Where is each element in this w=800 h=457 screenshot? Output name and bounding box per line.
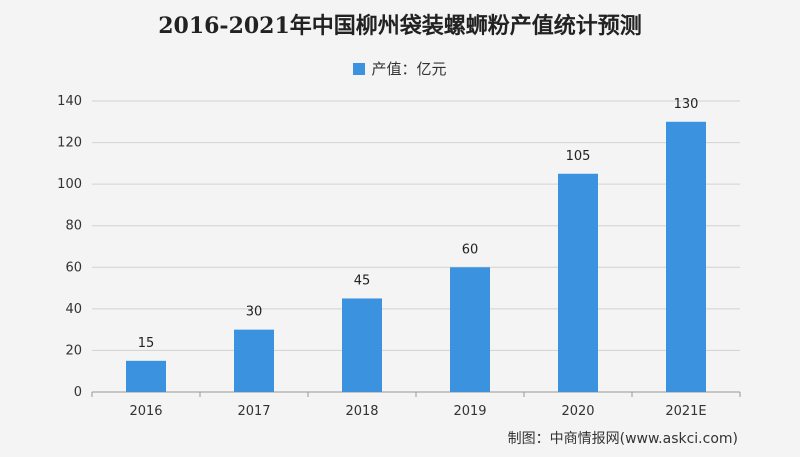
y-tick-label: 80 (65, 219, 82, 234)
bar (342, 298, 382, 392)
data-label: 130 (674, 97, 699, 112)
bar (126, 360, 166, 392)
y-tick-label: 40 (65, 302, 82, 317)
data-label: 45 (354, 273, 371, 288)
y-tick-label: 100 (57, 177, 82, 192)
x-tick-label: 2018 (345, 404, 378, 419)
labels: 15 30 45 60 105 130 (138, 97, 699, 351)
bar (666, 121, 706, 393)
x-tick-label: 2017 (237, 404, 270, 419)
gridlines (92, 100, 740, 351)
data-label: 105 (566, 149, 591, 164)
data-label: 30 (246, 305, 263, 320)
data-label: 15 (138, 336, 155, 351)
x-tick-label: 2019 (453, 404, 486, 419)
y-tick-label: 140 (57, 94, 82, 109)
legend-swatch (353, 62, 366, 75)
y-tick-label: 120 (57, 136, 82, 151)
x-tick-label: 2016 (129, 404, 162, 419)
source-note: 制图：中商情报网(www.askci.com) (507, 431, 738, 447)
bar (450, 267, 490, 392)
chart-title: 2016-2021年中国柳州袋装螺蛳粉产值统计预测 (158, 13, 642, 39)
y-tick-label: 60 (65, 260, 82, 275)
x-tick-label: 2021E (665, 404, 706, 419)
x-tick-label: 2020 (561, 404, 594, 419)
bars (126, 121, 706, 393)
y-tick-label: 0 (74, 385, 82, 400)
legend-label: 产值：亿元 (371, 60, 447, 78)
y-tick-label: 20 (65, 343, 82, 358)
bar (558, 173, 598, 392)
legend: 产值：亿元 (0, 58, 800, 79)
data-label: 60 (462, 242, 479, 257)
bar (234, 329, 274, 392)
axes: 0 20 40 60 80 100 120 140 2016 2017 2018 2019 2020 20… (57, 94, 741, 419)
